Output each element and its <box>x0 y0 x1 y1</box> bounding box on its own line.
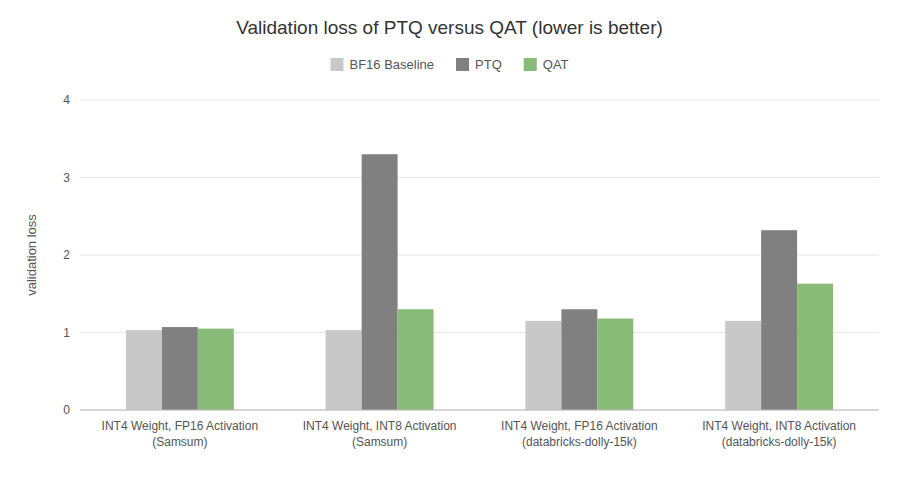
y-tick-label: 3 <box>63 171 70 185</box>
grid-line <box>80 177 879 178</box>
legend-label: PTQ <box>475 57 502 72</box>
bar <box>126 330 162 410</box>
y-axis-label: validation loss <box>24 214 39 296</box>
bar <box>761 230 797 410</box>
legend-label: QAT <box>543 57 569 72</box>
x-tick-label: INT4 Weight, FP16 Activation (Samsum) <box>102 419 259 449</box>
title: Validation loss of PTQ versus QAT (lower… <box>236 17 663 38</box>
x-axis: INT4 Weight, FP16 Activation(Samsum)INT4… <box>102 419 856 449</box>
x-axis-line <box>80 410 879 411</box>
bar <box>362 154 398 410</box>
x-tick-label-line: (Samsum) <box>152 435 207 449</box>
bar <box>162 327 198 410</box>
legend-swatch <box>524 58 537 71</box>
x-tick-label: INT4 Weight, INT8 Activation (databricks-… <box>702 419 856 449</box>
x-tick-label-line: (Samsum) <box>352 435 407 449</box>
x-tick-label: INT4 Weight, FP16 Activation (databricks-… <box>501 419 658 449</box>
y-tick-label: 1 <box>63 326 70 340</box>
legend-swatch <box>456 58 469 71</box>
legend-label: BF16 Baseline <box>349 57 434 72</box>
legend-item: BF16 Baseline <box>330 57 434 72</box>
chart: Validation loss of PTQ versus QAT (lower… <box>0 0 899 480</box>
legend-swatch <box>330 58 343 71</box>
bar <box>398 309 434 410</box>
grid-line <box>80 255 879 256</box>
y-axis: 0 1 2 3 4 <box>63 93 879 417</box>
legend-item: QAT <box>524 57 569 72</box>
bar <box>797 284 833 410</box>
bars <box>126 154 833 410</box>
bar <box>725 321 761 410</box>
x-tick-label-line: (databricks-dolly-15k) <box>722 435 837 449</box>
x-tick-label-line: INT4 Weight, INT8 Activation <box>303 419 457 433</box>
y-tick-label: 2 <box>63 248 70 262</box>
y-tick-label: 0 <box>63 403 70 417</box>
legend: BF16 Baseline PTQ QAT <box>330 57 568 72</box>
bar <box>326 330 362 410</box>
x-tick-label-line: INT4 Weight, INT8 Activation <box>702 419 856 433</box>
grid-line <box>80 100 879 101</box>
legend-item: PTQ <box>456 57 502 72</box>
bar <box>561 309 597 410</box>
x-tick-label-line: (databricks-dolly-15k) <box>522 435 637 449</box>
bar <box>198 329 234 410</box>
x-tick-label: INT4 Weight, INT8 Activation (Samsum) <box>303 419 457 449</box>
bar <box>525 321 561 410</box>
x-tick-label-line: INT4 Weight, FP16 Activation <box>501 419 658 433</box>
grid-line <box>80 410 879 411</box>
bar <box>597 319 633 410</box>
y-tick-label: 4 <box>63 93 70 107</box>
x-tick-label-line: INT4 Weight, FP16 Activation <box>102 419 259 433</box>
background <box>0 0 899 480</box>
